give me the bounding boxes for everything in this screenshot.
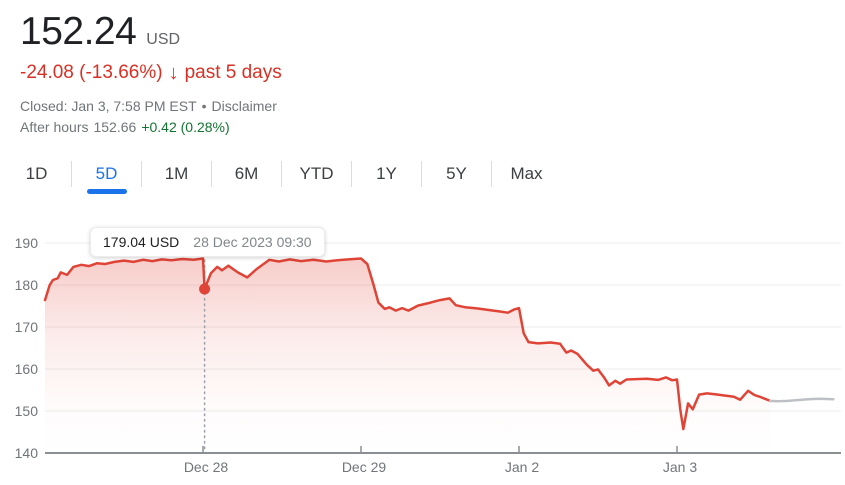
price-header: 152.24 USD [20, 10, 180, 54]
tab-1y[interactable]: 1Y [352, 154, 421, 194]
market-status-text: Closed: Jan 3, 7:58 PM EST [20, 98, 197, 114]
tab-6m[interactable]: 6M [212, 154, 281, 194]
selected-tab-underline [86, 189, 127, 194]
tab-label: 1M [164, 164, 189, 183]
y-axis-label: 190 [15, 235, 39, 251]
tab-max[interactable]: Max [492, 154, 561, 194]
currency-code: USD [146, 31, 181, 48]
tab-separator [491, 161, 492, 187]
price-chart-area: 140 150 160 170 180 190 Dec 28 Dec 29 Jan 2 Jan 3 [0, 230, 845, 485]
price-line-regular [43, 257, 772, 431]
tooltip-price: 179.04 USD [103, 234, 180, 250]
tooltip-datetime: 28 Dec 2023 09:30 [193, 234, 312, 250]
y-axis-label: 150 [15, 403, 39, 419]
hovered-point-dot [199, 283, 211, 295]
current-price: 152.24 [20, 10, 137, 53]
tab-ytd[interactable]: YTD [282, 154, 351, 194]
price-change-value: -24.08 (-13.66%) [20, 62, 163, 83]
tab-separator [281, 161, 282, 187]
tab-1m[interactable]: 1M [142, 154, 211, 194]
x-axis-label: Dec 29 [342, 459, 387, 475]
tab-separator [141, 161, 142, 187]
y-axis-label: 170 [15, 319, 39, 335]
tab-label: 6M [234, 164, 259, 183]
arrow-down-icon: ↓ [168, 62, 179, 84]
disclaimer-link[interactable]: Disclaimer [211, 98, 277, 114]
market-status-row: Closed: Jan 3, 7:58 PM EST • Disclaimer [20, 98, 277, 114]
tab-label: 1Y [376, 164, 397, 183]
tab-separator [421, 161, 422, 187]
after-hours-row: After hours 152.66 +0.42 (0.28%) [20, 119, 230, 135]
tab-separator [71, 161, 72, 187]
x-axis-label: Dec 28 [184, 459, 229, 475]
price-change-period: past 5 days [184, 62, 282, 83]
tab-label: 1D [25, 164, 48, 183]
time-range-tabs: 1D 5D 1M 6M YTD 1Y 5Y Max [2, 154, 561, 194]
tab-5y[interactable]: 5Y [422, 154, 491, 194]
y-axis-label: 160 [15, 361, 39, 377]
tab-1d[interactable]: 1D [2, 154, 71, 194]
tab-label: YTD [299, 164, 334, 183]
tab-separator [351, 161, 352, 187]
after-hours-price: 152.66 [93, 119, 137, 135]
x-axis-label: Jan 3 [663, 459, 697, 475]
price-chart[interactable]: 140 150 160 170 180 190 Dec 28 Dec 29 Jan 2 Jan 3 [0, 230, 845, 485]
tab-label: 5Y [446, 164, 467, 183]
tab-5d[interactable]: 5D [72, 154, 141, 194]
y-axis-label: 140 [15, 445, 39, 461]
bullet-separator: • [201, 98, 207, 114]
after-hours-change: +0.42 (0.28%) [141, 119, 230, 135]
area-fill [45, 258, 771, 453]
price-line-after-hours [768, 397, 835, 403]
price-change-row: -24.08 (-13.66%) ↓ past 5 days [20, 62, 282, 84]
x-axis-label: Jan 2 [505, 459, 539, 475]
y-axis-label: 180 [15, 277, 39, 293]
after-hours-label: After hours [20, 119, 89, 135]
tab-label: Max [510, 164, 543, 183]
chart-tooltip: 179.04 USD 28 Dec 2023 09:30 [90, 227, 325, 257]
tab-separator [211, 161, 212, 187]
tab-label: 5D [95, 164, 118, 183]
